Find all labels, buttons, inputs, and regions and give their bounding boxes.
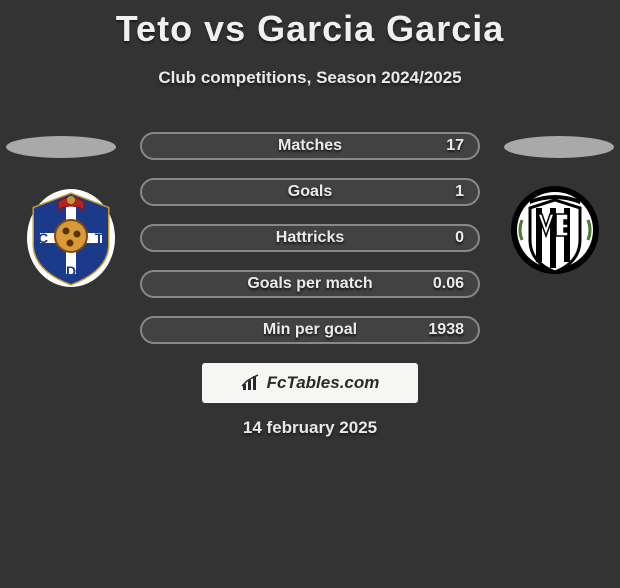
stat-value: 0 — [455, 229, 464, 247]
stat-row-min-per-goal: Min per goal 1938 — [140, 316, 480, 344]
stat-value: 1938 — [428, 321, 464, 339]
club-badge-right — [510, 180, 600, 280]
stat-value: 0.06 — [433, 275, 464, 293]
svg-text:D: D — [66, 263, 76, 279]
stat-row-hattricks: Hattricks 0 — [140, 224, 480, 252]
footer-date: 14 february 2025 — [243, 418, 377, 438]
stat-label: Matches — [278, 137, 342, 155]
stats-container: Matches 17 Goals 1 Hattricks 0 Goals per… — [140, 132, 480, 362]
stat-label: Goals — [288, 183, 332, 201]
stat-value: 1 — [455, 183, 464, 201]
stat-label: Hattricks — [276, 229, 344, 247]
stat-row-matches: Matches 17 — [140, 132, 480, 160]
stat-row-goals: Goals 1 — [140, 178, 480, 206]
player-shadow-right — [504, 136, 614, 158]
player-shadow-left — [6, 136, 116, 158]
albacete-badge-icon — [510, 180, 600, 280]
subtitle: Club competitions, Season 2024/2025 — [0, 68, 620, 88]
attribution-badge[interactable]: FcTables.com — [202, 363, 418, 403]
page-title: Teto vs Garcia Garcia — [0, 8, 620, 50]
bar-chart-icon — [241, 374, 263, 392]
stat-value: 17 — [446, 137, 464, 155]
svg-text:C: C — [38, 230, 48, 246]
attribution-text: FcTables.com — [267, 373, 380, 393]
svg-text:T: T — [95, 230, 104, 246]
club-badge-left: C T D — [26, 188, 116, 288]
stat-label: Goals per match — [247, 275, 372, 293]
stat-row-goals-per-match: Goals per match 0.06 — [140, 270, 480, 298]
tenerife-badge-icon: C T D — [26, 188, 116, 288]
stat-label: Min per goal — [263, 321, 357, 339]
